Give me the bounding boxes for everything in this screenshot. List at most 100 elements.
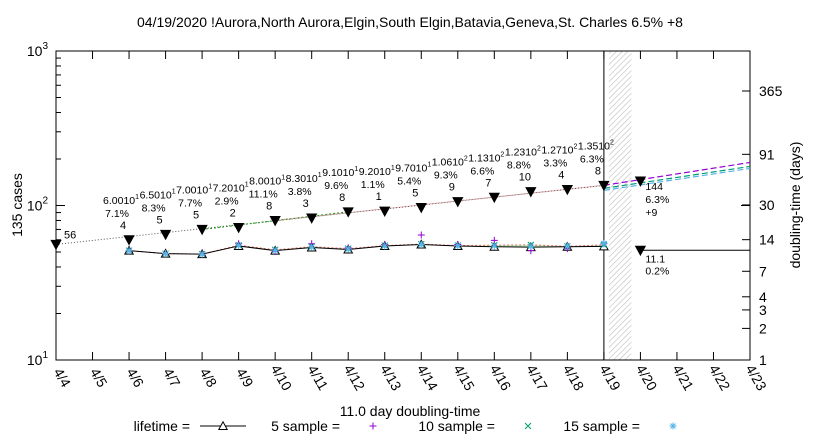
- annotation-pct: 1.1%: [361, 179, 385, 191]
- annotation-pct: 8.8%: [507, 160, 531, 172]
- sample-fit-line: [275, 184, 604, 221]
- legend-marker: [217, 420, 229, 430]
- case-point: [415, 203, 427, 214]
- case-label: 10: [519, 172, 531, 184]
- annotation-pct: 6.3%: [580, 153, 604, 165]
- sample5-point: [417, 231, 425, 239]
- annotation-value: 1.35102: [578, 139, 614, 152]
- annotation-pct: 11.1%: [249, 188, 278, 200]
- sample15-point: [381, 242, 389, 250]
- case-point: [561, 184, 574, 196]
- sample15-point: [600, 239, 608, 247]
- y2-axis-label: doubling-time (days): [787, 142, 803, 269]
- x-axis-label: 11.0 day doubling-time: [340, 403, 481, 419]
- annotation-value: 1.23102: [505, 146, 541, 159]
- sample15-point: [271, 246, 279, 254]
- case-label: 4: [120, 220, 126, 232]
- y-tick-label: 102: [27, 196, 49, 214]
- annotation-value: 6.00101: [103, 194, 139, 207]
- annotation-value: 9.20101: [359, 165, 395, 178]
- annotation-pct: 3.8%: [288, 186, 312, 198]
- case-label: 9: [449, 182, 455, 194]
- case-point: [379, 206, 391, 217]
- case-label: 2: [230, 208, 236, 220]
- annotation-pct: 8.3%: [142, 202, 166, 214]
- case-label: 5: [412, 188, 418, 200]
- sample15-point: [125, 247, 133, 255]
- y-tick-label: 103: [27, 41, 49, 59]
- annotation-value: 7.20101: [213, 182, 249, 195]
- annotation-pct: 7.7%: [178, 197, 202, 209]
- sample15-point: [454, 242, 462, 250]
- legend-label: 5 sample =: [271, 418, 340, 434]
- y-axis-label: 135 cases: [9, 173, 25, 237]
- y2-tick-label: 2: [759, 320, 767, 336]
- annotation-value: 8.30101: [286, 172, 322, 185]
- annotation-value: 9.70101: [395, 162, 431, 175]
- legend-label: 15 sample =: [563, 418, 640, 434]
- annotation-pct: 6.6%: [470, 165, 494, 177]
- annotation-value: 9.10101: [322, 166, 358, 179]
- y2-tick-label: 1: [759, 352, 767, 368]
- case-label: 3: [303, 198, 309, 210]
- legend-label: 10 sample =: [418, 418, 495, 434]
- case-point: [598, 180, 610, 192]
- projection-point: [634, 176, 647, 187]
- annotation-pct: 3.3%: [543, 157, 567, 169]
- case-point: [488, 192, 500, 204]
- legend-label: lifetime =: [134, 418, 190, 434]
- case-label: 5: [157, 214, 163, 226]
- case-point: [50, 239, 62, 251]
- sample15-point: [417, 240, 425, 248]
- y2-tick-label: 7: [759, 263, 767, 279]
- annotation-value: 6.50101: [140, 188, 176, 201]
- case-label: 8: [266, 200, 272, 212]
- projection-band: [608, 51, 632, 360]
- sample15-point: [308, 243, 316, 251]
- doubling-projection-point: [634, 245, 647, 257]
- case-point: [196, 224, 208, 236]
- y2-tick-label: 3: [759, 302, 767, 318]
- case-point: [159, 229, 172, 241]
- case-point: [269, 215, 281, 227]
- annotation-value: 1.27102: [541, 143, 577, 156]
- case-point: [306, 213, 318, 224]
- projection-label: 144: [645, 181, 663, 193]
- case-point: [452, 197, 464, 208]
- case-point: [525, 187, 537, 198]
- annotation-pct: 9.6%: [324, 180, 348, 192]
- lifetime-fit-line: [55, 184, 604, 245]
- projection-pct: 6.3%: [645, 194, 669, 206]
- projection-line-15: [603, 167, 751, 191]
- legend-marker: [524, 422, 532, 430]
- case-label: 8: [339, 192, 345, 204]
- annotation-value: 8.00101: [249, 174, 285, 187]
- sample15-point: [527, 242, 535, 250]
- case-label: 4: [558, 169, 564, 181]
- lifetime-line: [129, 243, 604, 255]
- y2-tick-label: 14: [759, 232, 775, 248]
- chart-title: 04/19/2020 !Aurora,North Aurora,Elgin,So…: [137, 14, 683, 30]
- annotation-value: 1.13102: [468, 151, 504, 164]
- annotation-pct: 7.1%: [105, 208, 129, 220]
- sample10-line: [129, 243, 604, 255]
- case-point: [232, 223, 245, 234]
- case-label: 1: [376, 191, 382, 203]
- y2-tick-label: 365: [759, 83, 783, 99]
- case-label: 7: [485, 177, 491, 189]
- annotation-value: 7.00101: [176, 183, 212, 196]
- annotation-pct: 5.4%: [397, 176, 421, 188]
- case-point: [342, 207, 354, 218]
- annotation-pct: 9.3%: [434, 170, 458, 182]
- projection-line-10: [603, 165, 751, 189]
- sample15-point: [235, 242, 243, 250]
- y-tick-label: 101: [27, 350, 49, 368]
- case-label: 56: [64, 229, 76, 241]
- y2-tick-label: 91: [759, 146, 775, 162]
- legend-marker: [369, 422, 377, 430]
- projection-line-5: [603, 161, 751, 186]
- case-point: [123, 235, 135, 246]
- doubling-projection-label: 11.1: [645, 253, 665, 265]
